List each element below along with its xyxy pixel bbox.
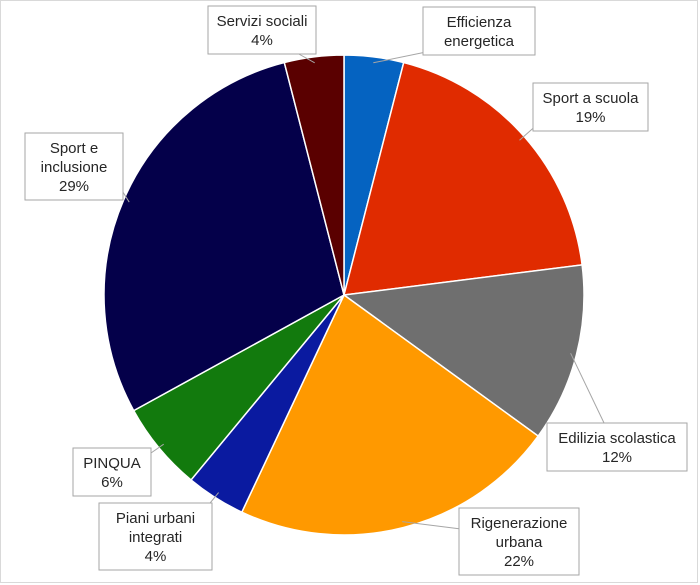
data-label-name: Sport a scuola xyxy=(543,90,640,107)
data-label-name: Rigenerazione xyxy=(471,515,568,532)
data-label-box xyxy=(24,132,124,201)
data-label-value: 6% xyxy=(101,474,123,491)
data-label-value: 19% xyxy=(575,109,605,126)
data-label-name: inclusione xyxy=(41,159,108,176)
data-label-name: Efficienza xyxy=(447,14,512,31)
data-label-box xyxy=(207,5,317,55)
leader-line-rigenerazione-urbana xyxy=(402,521,462,530)
data-label-name: urbana xyxy=(496,534,543,551)
data-label-sport-a-scuola: Sport a scuola 19% xyxy=(532,82,649,132)
pie-slice-sport-e-inclusione xyxy=(103,61,345,412)
data-label-efficienza-energetica: Efficienza energetica xyxy=(422,6,536,56)
data-label-box xyxy=(72,447,152,497)
data-label-value: 4% xyxy=(251,32,273,49)
leader-line-efficienza-energetica xyxy=(373,50,432,64)
data-label-name: Servizi sociali xyxy=(217,13,308,30)
data-label-box xyxy=(546,422,688,472)
data-label-box xyxy=(532,82,649,132)
data-label-pinqua: PINQUA 6% xyxy=(72,447,152,497)
data-label-name: Sport e xyxy=(50,140,98,157)
data-label-name: energetica xyxy=(444,33,515,50)
leader-line-pinqua xyxy=(150,443,164,454)
data-label-value: 22% xyxy=(504,553,534,570)
leader-line-servizi-sociali xyxy=(296,52,315,64)
data-label-sport-e-inclusione: Sport e inclusione 29% xyxy=(24,132,124,201)
data-label-servizi-sociali: Servizi sociali 4% xyxy=(207,5,317,55)
data-label-name: Piani urbani xyxy=(116,510,195,527)
data-label-box xyxy=(422,6,536,56)
slices-layer xyxy=(103,54,585,536)
data-label-piani-urbani-integrati: Piani urbani integrati 4% xyxy=(98,502,213,571)
data-label-edilizia-scolastica: Edilizia scolastica 12% xyxy=(546,422,688,472)
data-label-box xyxy=(98,502,213,571)
data-label-box xyxy=(458,507,580,576)
data-label-name: Edilizia scolastica xyxy=(558,430,676,447)
data-label-value: 12% xyxy=(602,449,632,466)
pie-slice-edilizia-scolastica xyxy=(342,264,585,438)
data-label-value: 29% xyxy=(59,178,89,195)
leader-line-edilizia-scolastica xyxy=(570,352,606,426)
data-label-name: PINQUA xyxy=(83,455,141,472)
data-label-rigenerazione-urbana: Rigenerazione urbana 22% xyxy=(458,507,580,576)
pie-slice-servizi-sociali xyxy=(283,54,345,296)
data-label-value: 4% xyxy=(145,548,167,565)
data-label-name: integrati xyxy=(129,529,182,546)
labels-layer: Efficienza energetica Sport a scuola 19% Edi… xyxy=(24,5,688,576)
